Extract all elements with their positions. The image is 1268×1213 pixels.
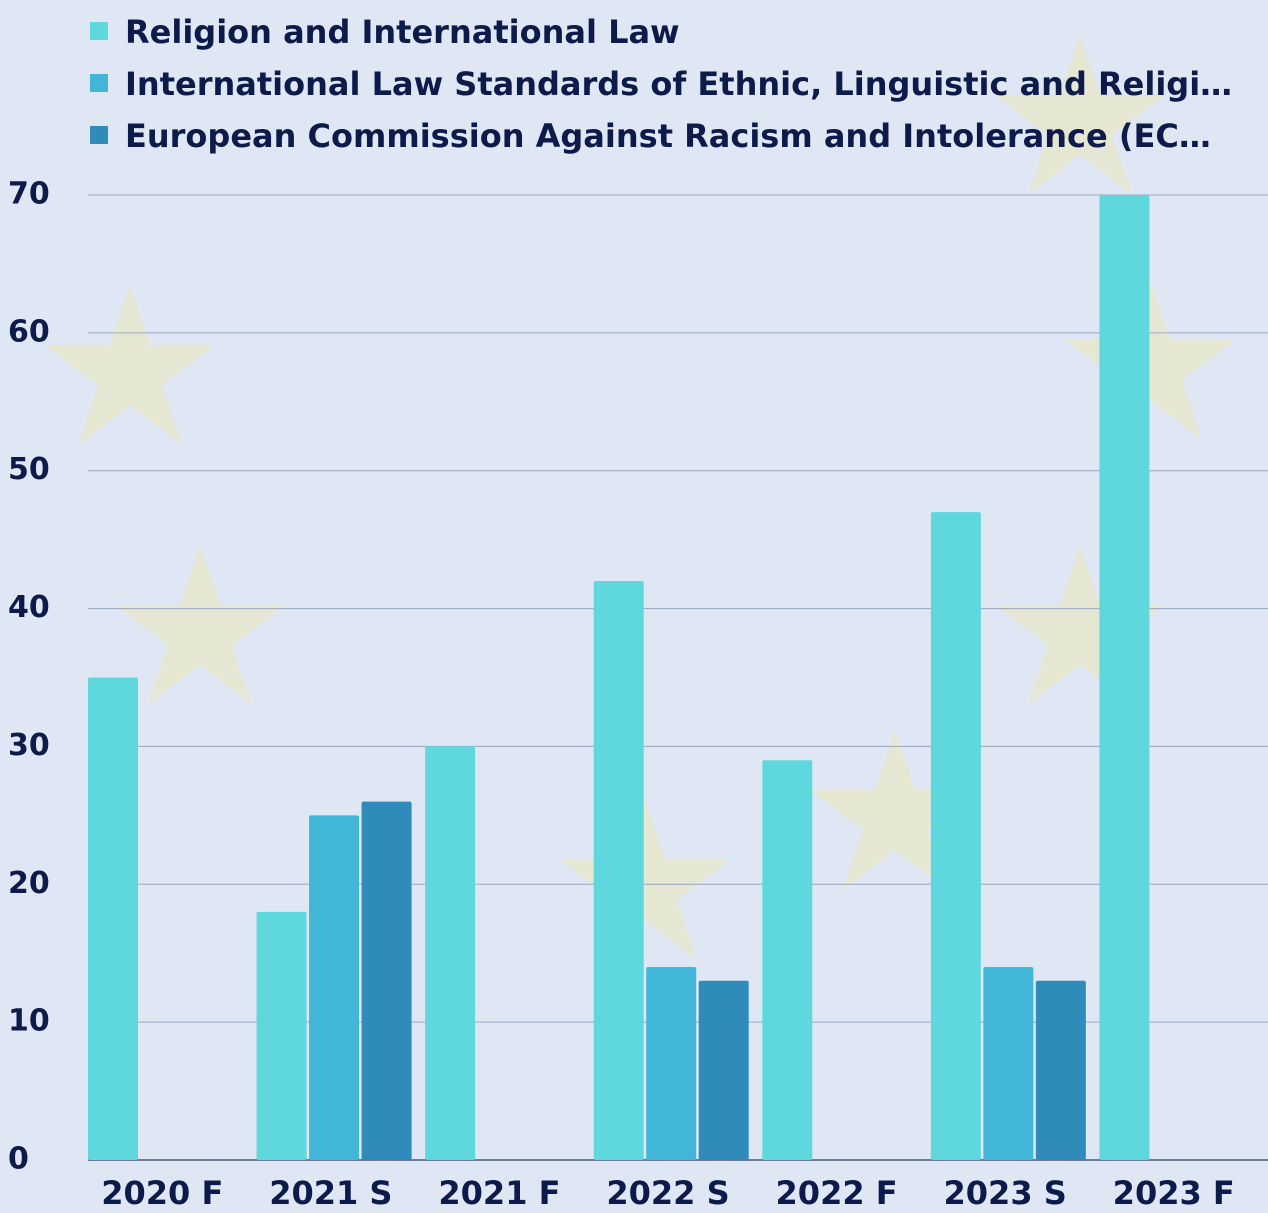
legend-swatch — [90, 126, 108, 144]
y-tick-label: 60 — [8, 314, 50, 349]
bar — [762, 760, 812, 1160]
bar — [594, 581, 644, 1160]
x-tick-label: 2023 F — [1113, 1174, 1235, 1212]
y-tick-label: 0 — [8, 1142, 29, 1177]
legend-label: Religion and International Law — [125, 13, 680, 51]
bar — [425, 746, 475, 1160]
chart: 0 10 20 30 40 50 60 70 Religion and Internationa… — [0, 0, 1268, 1213]
legend-swatch — [90, 74, 108, 92]
bar — [931, 512, 981, 1160]
legend-label: European Commission Against Racism and I… — [125, 117, 1211, 155]
bar — [699, 981, 749, 1160]
y-tick-label: 70 — [8, 177, 50, 212]
bar — [257, 912, 307, 1160]
bar — [88, 678, 138, 1161]
bar — [309, 815, 359, 1160]
x-tick-label: 2021 S — [269, 1174, 392, 1212]
bar — [362, 802, 412, 1160]
y-tick-label: 50 — [8, 452, 50, 487]
bar — [983, 967, 1033, 1160]
bar — [646, 967, 696, 1160]
x-tick-label: 2022 S — [606, 1174, 729, 1212]
legend-label: International Law Standards of Ethnic, L… — [125, 65, 1232, 103]
x-tick-label: 2021 F — [438, 1174, 560, 1212]
legend-swatch — [90, 22, 108, 40]
y-tick-label: 40 — [8, 590, 50, 625]
bar — [1036, 981, 1086, 1160]
x-tick-label: 2022 F — [776, 1174, 898, 1212]
y-tick-label: 30 — [8, 728, 50, 763]
x-tick-label: 2020 F — [101, 1174, 223, 1212]
x-tick-label: 2023 S — [944, 1174, 1067, 1212]
y-tick-label: 10 — [8, 1004, 50, 1039]
bar — [1099, 195, 1149, 1160]
y-tick-label: 20 — [8, 866, 50, 901]
